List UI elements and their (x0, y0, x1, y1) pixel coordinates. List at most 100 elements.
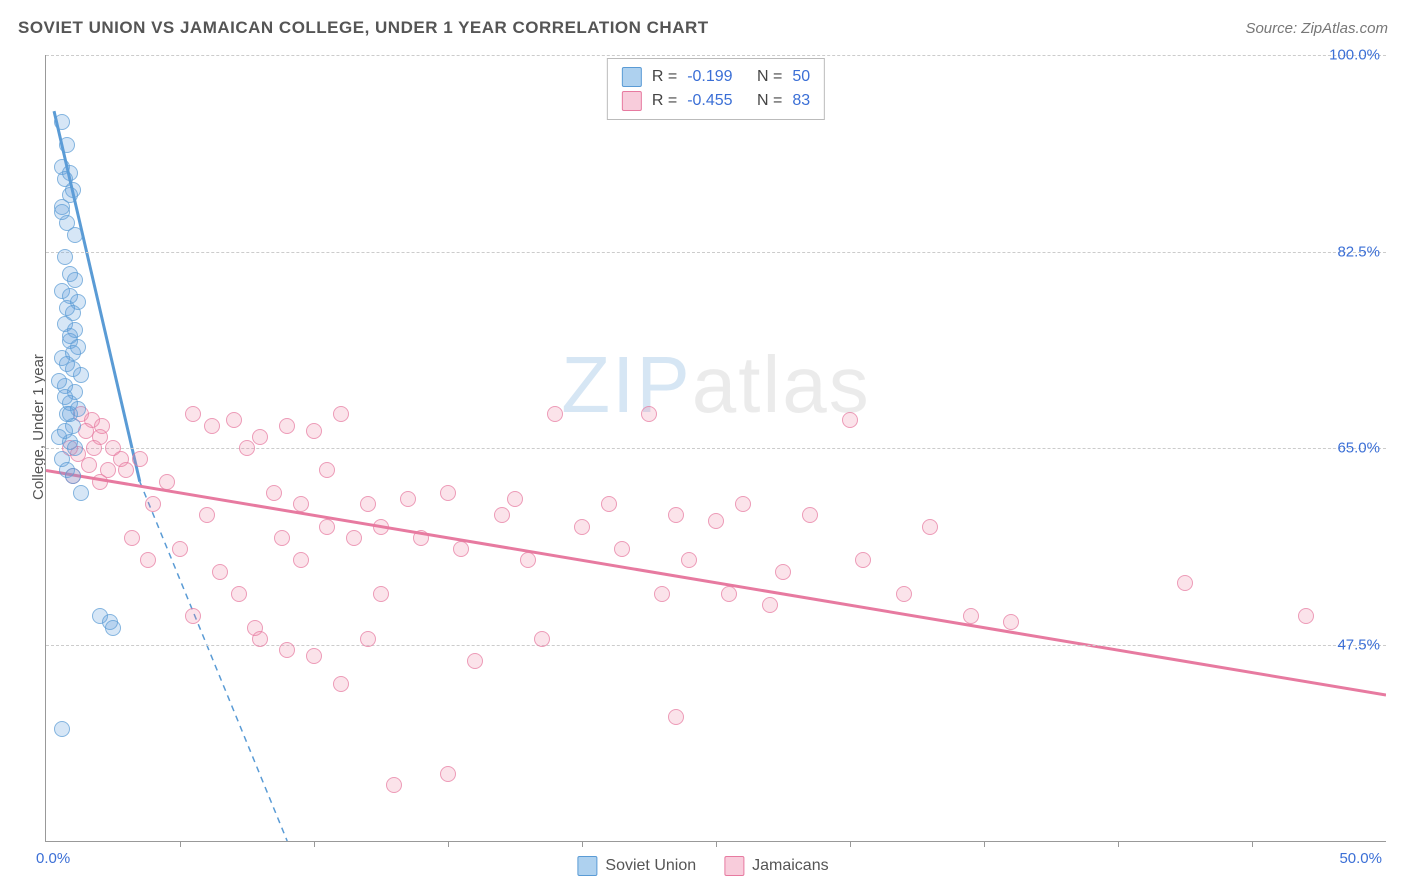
data-point (721, 586, 737, 602)
stats-box: R = -0.199 N = 50 R = -0.455 N = 83 (607, 58, 825, 120)
data-point (386, 777, 402, 793)
data-point (896, 586, 912, 602)
gridline (46, 252, 1386, 253)
legend-item-2: Jamaicans (724, 856, 828, 876)
data-point (279, 418, 295, 434)
data-point (467, 653, 483, 669)
data-point (360, 496, 376, 512)
watermark: ZIPatlas (561, 339, 870, 431)
r-label-2: R = (652, 89, 677, 113)
chart-area: ZIPatlas R = -0.199 N = 50 R = -0.455 N … (45, 55, 1386, 842)
n-value-1: 50 (792, 65, 810, 89)
data-point (239, 440, 255, 456)
data-point (65, 345, 81, 361)
data-point (185, 406, 201, 422)
data-point (252, 429, 268, 445)
data-point (346, 530, 362, 546)
data-point (574, 519, 590, 535)
data-point (668, 507, 684, 523)
data-point (140, 552, 156, 568)
data-point (204, 418, 220, 434)
n-label-1: N = (757, 65, 782, 89)
stats-row-1: R = -0.199 N = 50 (622, 65, 810, 89)
data-point (247, 620, 263, 636)
data-point (400, 491, 416, 507)
data-point (124, 530, 140, 546)
stats-row-2: R = -0.455 N = 83 (622, 89, 810, 113)
data-point (855, 552, 871, 568)
data-point (67, 272, 83, 288)
data-point (842, 412, 858, 428)
n-value-2: 83 (792, 89, 810, 113)
data-point (159, 474, 175, 490)
data-point (520, 552, 536, 568)
data-point (601, 496, 617, 512)
watermark-zip: ZIP (561, 340, 691, 429)
data-point (54, 204, 70, 220)
data-point (453, 541, 469, 557)
data-point (81, 457, 97, 473)
data-point (373, 519, 389, 535)
data-point (614, 541, 630, 557)
data-point (92, 474, 108, 490)
data-point (231, 586, 247, 602)
data-point (735, 496, 751, 512)
data-point (266, 485, 282, 501)
data-point (440, 485, 456, 501)
data-point (802, 507, 818, 523)
data-point (333, 406, 349, 422)
data-point (494, 507, 510, 523)
x-tick-mark (984, 841, 985, 847)
data-point (775, 564, 791, 580)
data-point (963, 608, 979, 624)
legend-swatch-pink-icon (724, 856, 744, 876)
swatch-pink-icon (622, 91, 642, 111)
source-label: Source: ZipAtlas.com (1245, 20, 1388, 37)
n-label-2: N = (757, 89, 782, 113)
x-tick-mark (716, 841, 717, 847)
data-point (118, 462, 134, 478)
x-tick-mark (582, 841, 583, 847)
data-point (1298, 608, 1314, 624)
x-tick-mark (180, 841, 181, 847)
data-point (654, 586, 670, 602)
data-point (65, 468, 81, 484)
swatch-blue-icon (622, 67, 642, 87)
legend-item-1: Soviet Union (577, 856, 696, 876)
data-point (105, 620, 121, 636)
gridline (46, 55, 1386, 56)
data-point (708, 513, 724, 529)
data-point (306, 648, 322, 664)
data-point (293, 496, 309, 512)
data-point (319, 519, 335, 535)
data-point (641, 406, 657, 422)
data-point (279, 642, 295, 658)
x-tick-mark (314, 841, 315, 847)
x-tick-mark (1252, 841, 1253, 847)
data-point (172, 541, 188, 557)
legend-label-1: Soviet Union (605, 857, 696, 875)
y-tick-label: 65.0% (1337, 440, 1380, 457)
data-point (681, 552, 697, 568)
legend-label-2: Jamaicans (752, 857, 828, 875)
data-point (1177, 575, 1193, 591)
bottom-legend: Soviet Union Jamaicans (577, 856, 828, 876)
data-point (333, 676, 349, 692)
data-point (51, 373, 67, 389)
data-point (57, 249, 73, 265)
data-point (199, 507, 215, 523)
r-value-2: -0.455 (687, 89, 732, 113)
x-axis-end: 50.0% (1339, 850, 1382, 867)
data-point (59, 137, 75, 153)
data-point (67, 440, 83, 456)
data-point (62, 406, 78, 422)
data-point (413, 530, 429, 546)
data-point (54, 114, 70, 130)
data-point (507, 491, 523, 507)
x-tick-mark (448, 841, 449, 847)
data-point (226, 412, 242, 428)
chart-title: SOVIET UNION VS JAMAICAN COLLEGE, UNDER … (18, 18, 709, 38)
data-point (86, 440, 102, 456)
data-point (145, 496, 161, 512)
gridline (46, 645, 1386, 646)
